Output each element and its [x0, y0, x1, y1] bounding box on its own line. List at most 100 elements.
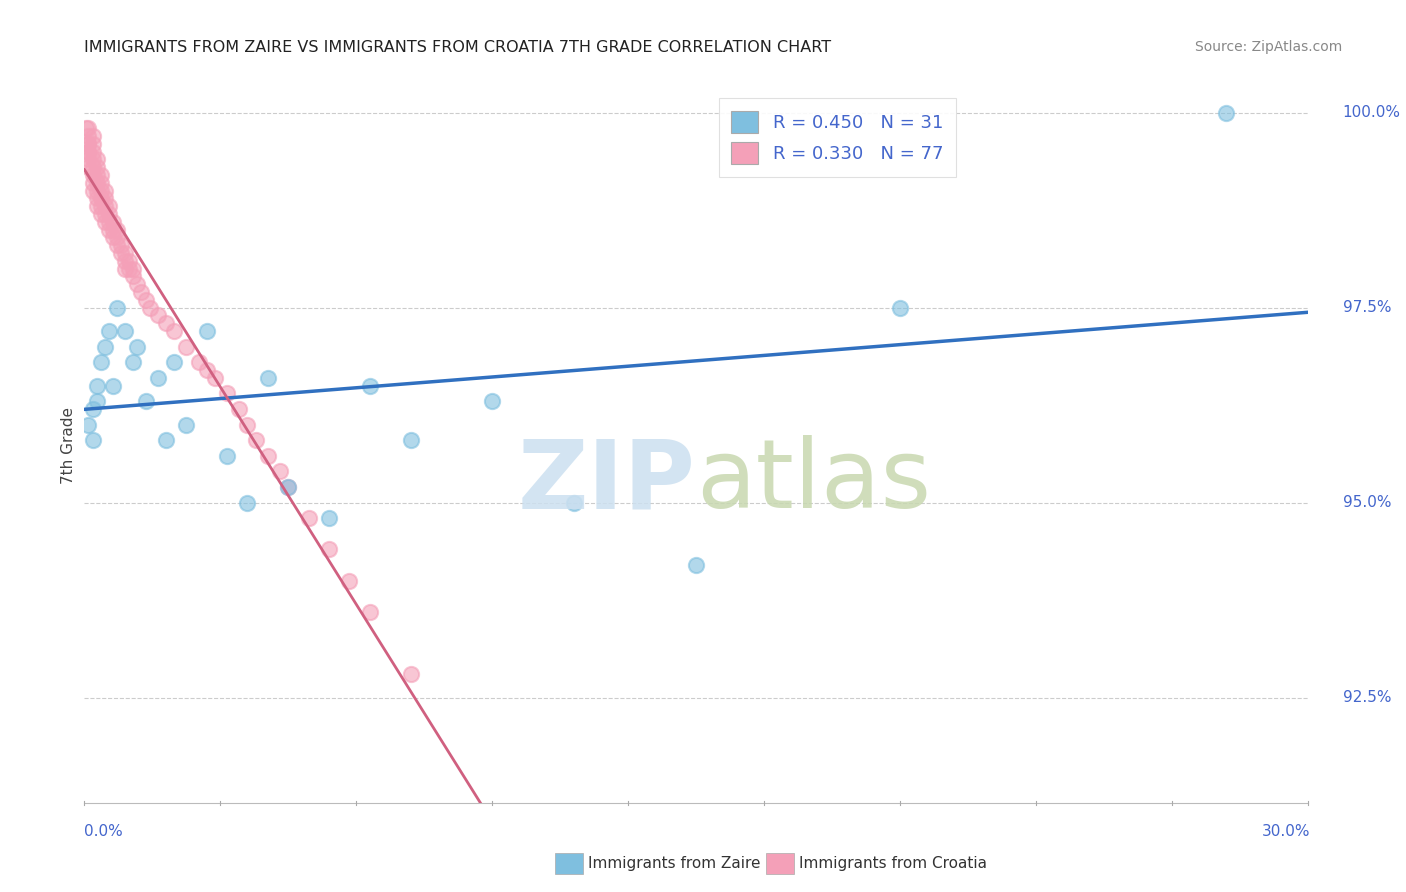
- Point: [195, 363, 218, 377]
- Point: [399, 667, 422, 681]
- Point: [122, 261, 145, 276]
- Point: [562, 495, 585, 509]
- Point: [114, 324, 136, 338]
- Point: [399, 433, 422, 447]
- Point: [101, 230, 124, 244]
- Point: [228, 401, 250, 416]
- Point: [685, 558, 707, 572]
- Point: [257, 370, 280, 384]
- Point: [889, 301, 911, 315]
- Point: [359, 605, 381, 619]
- Point: [118, 261, 141, 276]
- Point: [163, 324, 186, 338]
- Point: [187, 355, 209, 369]
- Point: [77, 145, 100, 159]
- Point: [77, 128, 100, 143]
- Point: [93, 184, 115, 198]
- Text: 95.0%: 95.0%: [1343, 495, 1391, 510]
- Point: [77, 121, 100, 136]
- Point: [86, 184, 108, 198]
- Point: [204, 370, 226, 384]
- Text: Immigrants from Croatia: Immigrants from Croatia: [799, 856, 987, 871]
- Text: 0.0%: 0.0%: [84, 824, 124, 838]
- Text: IMMIGRANTS FROM ZAIRE VS IMMIGRANTS FROM CROATIA 7TH GRADE CORRELATION CHART: IMMIGRANTS FROM ZAIRE VS IMMIGRANTS FROM…: [84, 40, 831, 55]
- Point: [97, 199, 120, 213]
- Y-axis label: 7th Grade: 7th Grade: [60, 408, 76, 484]
- Point: [195, 324, 218, 338]
- Point: [118, 253, 141, 268]
- Point: [93, 207, 115, 221]
- Point: [82, 401, 104, 416]
- Point: [122, 269, 145, 284]
- Point: [77, 136, 100, 151]
- Point: [110, 246, 132, 260]
- Point: [105, 222, 128, 236]
- Point: [86, 168, 108, 182]
- Point: [93, 199, 115, 213]
- Point: [114, 253, 136, 268]
- Point: [127, 277, 149, 292]
- Point: [277, 480, 299, 494]
- Point: [359, 378, 381, 392]
- Point: [86, 153, 108, 167]
- Point: [174, 340, 197, 354]
- Point: [97, 222, 120, 236]
- Text: 30.0%: 30.0%: [1263, 824, 1310, 838]
- Point: [82, 184, 104, 198]
- Point: [86, 191, 108, 205]
- Point: [86, 160, 108, 174]
- Point: [90, 184, 112, 198]
- Point: [90, 176, 112, 190]
- Point: [217, 449, 239, 463]
- Point: [146, 309, 169, 323]
- Point: [131, 285, 153, 299]
- Point: [90, 168, 112, 182]
- Text: 97.5%: 97.5%: [1343, 300, 1391, 315]
- Point: [86, 199, 108, 213]
- Point: [75, 121, 97, 136]
- Text: Source: ZipAtlas.com: Source: ZipAtlas.com: [1195, 40, 1343, 54]
- Point: [93, 191, 115, 205]
- Point: [127, 340, 149, 354]
- Point: [135, 293, 157, 307]
- Point: [101, 378, 124, 392]
- Point: [77, 136, 100, 151]
- Point: [82, 136, 104, 151]
- Point: [481, 394, 503, 409]
- Point: [90, 355, 112, 369]
- Point: [105, 301, 128, 315]
- Text: Immigrants from Zaire: Immigrants from Zaire: [588, 856, 761, 871]
- Point: [82, 128, 104, 143]
- Point: [77, 160, 100, 174]
- Point: [90, 199, 112, 213]
- Point: [163, 355, 186, 369]
- Point: [236, 417, 259, 432]
- Text: 92.5%: 92.5%: [1343, 690, 1391, 705]
- Point: [146, 370, 169, 384]
- Point: [82, 168, 104, 182]
- Point: [277, 480, 299, 494]
- Point: [101, 222, 124, 236]
- Point: [93, 215, 115, 229]
- Text: 100.0%: 100.0%: [1343, 105, 1400, 120]
- Point: [318, 511, 340, 525]
- Point: [90, 207, 112, 221]
- Point: [77, 145, 100, 159]
- Point: [269, 464, 291, 478]
- Point: [97, 324, 120, 338]
- Point: [339, 574, 360, 588]
- Point: [105, 230, 128, 244]
- Point: [77, 153, 100, 167]
- Point: [138, 301, 160, 315]
- Point: [110, 238, 132, 252]
- Point: [114, 261, 136, 276]
- Point: [174, 417, 197, 432]
- Point: [82, 433, 104, 447]
- Point: [77, 417, 100, 432]
- Point: [318, 542, 340, 557]
- Point: [97, 207, 120, 221]
- Text: atlas: atlas: [696, 435, 931, 528]
- Point: [82, 145, 104, 159]
- Point: [155, 316, 177, 330]
- Point: [86, 378, 108, 392]
